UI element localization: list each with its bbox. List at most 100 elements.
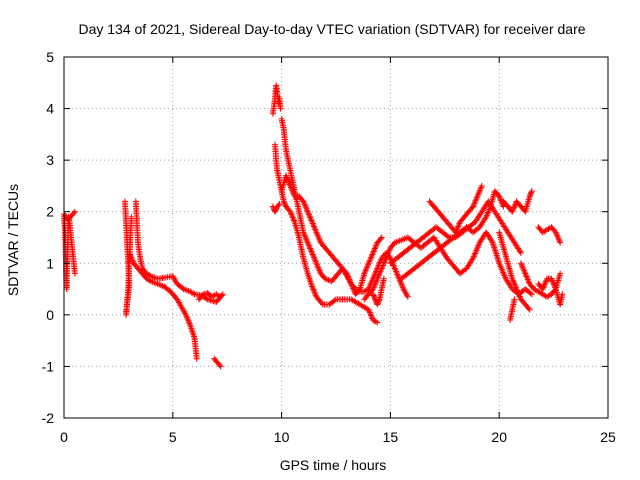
- data-point: [314, 232, 321, 239]
- data-point: [374, 300, 381, 307]
- data-point: [517, 249, 524, 256]
- data-point: [128, 254, 135, 261]
- data-point: [310, 286, 317, 293]
- data-point: [525, 305, 532, 312]
- data-point: [392, 266, 399, 273]
- data-point: [288, 211, 295, 218]
- data-point: [542, 278, 549, 285]
- data-point: [513, 286, 520, 293]
- data-point: [469, 256, 476, 263]
- data-point: [557, 239, 564, 246]
- data-point: [304, 207, 311, 214]
- data-point: [375, 272, 382, 279]
- data-point: [518, 261, 525, 268]
- data-point: [367, 311, 374, 318]
- data-point: [310, 221, 317, 228]
- data-point: [182, 311, 189, 318]
- data-point: [492, 247, 499, 254]
- y-tick-label: 0: [46, 307, 54, 323]
- data-point: [515, 290, 522, 297]
- data-point: [331, 297, 338, 304]
- data-point: [540, 284, 547, 291]
- data-point: [485, 209, 492, 216]
- data-point: [281, 200, 288, 207]
- data-point: [486, 206, 493, 213]
- y-tick-label: -2: [42, 410, 55, 426]
- data-point: [289, 213, 296, 220]
- data-point: [371, 295, 378, 302]
- data-point: [514, 287, 521, 294]
- data-point: [216, 362, 223, 369]
- data-point: [183, 313, 190, 320]
- data-point: [453, 226, 460, 233]
- data-point: [399, 283, 406, 290]
- data-point: [528, 291, 535, 298]
- data-point: [378, 265, 385, 272]
- data-point: [309, 249, 316, 256]
- data-point: [517, 260, 524, 267]
- data-point: [310, 223, 317, 230]
- data-point: [314, 261, 321, 268]
- data-point: [369, 249, 376, 256]
- data-point: [383, 253, 390, 260]
- data-point: [314, 263, 321, 270]
- data-point: [454, 224, 461, 231]
- data-point: [312, 290, 319, 297]
- data-point: [318, 300, 325, 307]
- data-point: [315, 233, 322, 240]
- data-point: [475, 191, 482, 198]
- data-point: [361, 269, 368, 276]
- data-point: [312, 226, 319, 233]
- data-point: [366, 309, 373, 316]
- data-point: [374, 319, 381, 326]
- data-point: [371, 293, 378, 300]
- data-point: [491, 246, 498, 253]
- data-point: [126, 249, 133, 256]
- y-tick-label: 4: [46, 101, 54, 117]
- data-point: [497, 196, 504, 203]
- data-point: [313, 260, 320, 267]
- data-point: [370, 292, 377, 299]
- data-point: [289, 187, 296, 194]
- data-point: [549, 278, 556, 285]
- data-point: [185, 319, 192, 326]
- data-point: [304, 238, 311, 245]
- grid: [64, 57, 608, 418]
- data-point: [365, 306, 372, 313]
- y-tick-label: 2: [46, 204, 54, 220]
- data-point: [312, 227, 319, 234]
- data-point: [190, 290, 197, 297]
- data-point: [373, 278, 380, 285]
- data-point: [310, 254, 317, 261]
- data-point: [291, 217, 298, 224]
- data-point: [494, 253, 501, 260]
- y-tick-label: 3: [46, 152, 54, 168]
- data-point: [548, 275, 555, 282]
- data-point: [393, 269, 400, 276]
- data-point: [478, 184, 485, 191]
- x-tick-label: 25: [600, 429, 616, 445]
- data-point: [217, 363, 224, 370]
- data-point: [186, 320, 193, 327]
- data-point: [313, 229, 320, 236]
- x-tick-label: 0: [60, 429, 68, 445]
- data-point: [289, 188, 296, 195]
- data-point: [377, 235, 384, 242]
- chart-title: Day 134 of 2021, Sidereal Day-to-day VTE…: [78, 21, 585, 37]
- data-point: [455, 223, 462, 230]
- data-point: [524, 275, 531, 282]
- data-point: [368, 252, 375, 259]
- y-tick-label: 5: [46, 49, 54, 65]
- data-point: [284, 177, 291, 184]
- data-point: [380, 261, 387, 268]
- data-point: [185, 317, 192, 324]
- data-point: [541, 281, 548, 288]
- data-point: [315, 264, 322, 271]
- data-point: [371, 247, 378, 254]
- data-point: [369, 286, 376, 293]
- data-point: [511, 202, 518, 209]
- data-point: [526, 193, 533, 200]
- x-tick-label: 20: [491, 429, 507, 445]
- data-point: [366, 258, 373, 265]
- data-point: [285, 178, 292, 185]
